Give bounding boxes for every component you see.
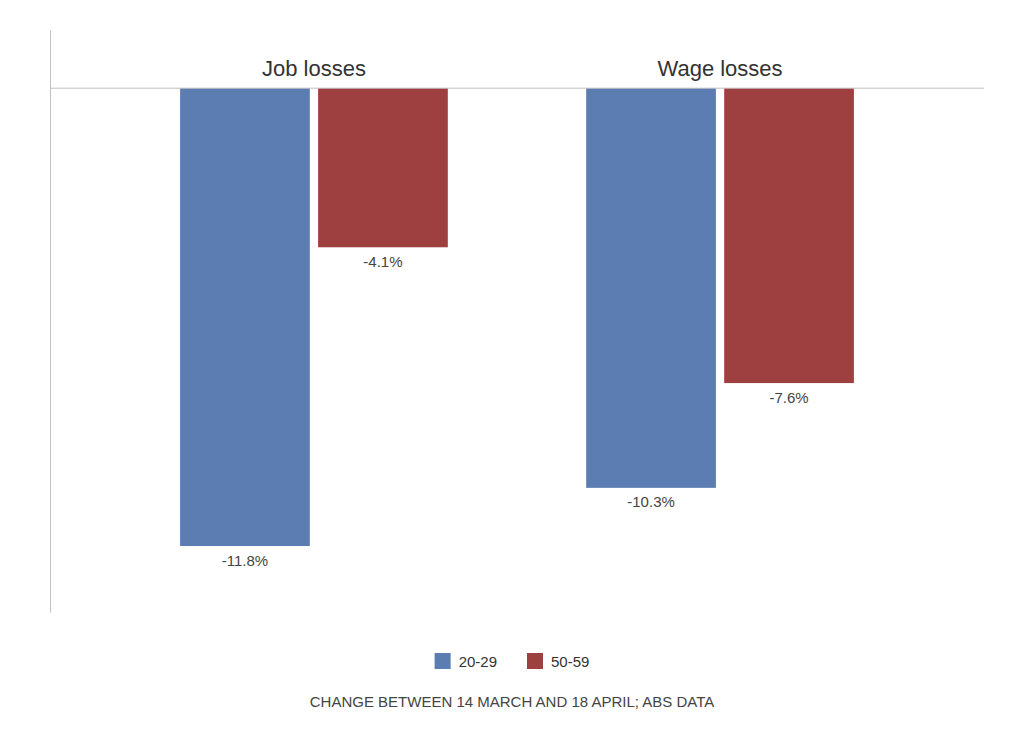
y-axis xyxy=(50,31,51,613)
legend-label: 50-59 xyxy=(551,653,589,670)
chart: -11.8% -10.3% -4.1% -7.6% Job losses Wage los… xyxy=(0,0,1024,742)
legend-swatch xyxy=(435,653,451,669)
legend-item: 50-59 xyxy=(527,653,589,670)
legend: 20-29 50-59 xyxy=(435,653,590,670)
legend-swatch xyxy=(527,653,543,669)
labels: -11.8% -10.3% -4.1% -7.6% Job losses Wage los… xyxy=(222,56,809,568)
bar xyxy=(180,88,310,546)
plot: -11.8% -10.3% -4.1% -7.6% Job losses Wage los… xyxy=(50,31,984,613)
y-axis-line xyxy=(50,31,51,613)
data-label: -7.6% xyxy=(769,389,808,406)
legend-item: 20-29 xyxy=(435,653,497,670)
bar xyxy=(318,88,448,247)
category-label: Wage losses xyxy=(657,56,782,81)
data-label: -11.8% xyxy=(222,552,268,569)
bar xyxy=(586,88,716,488)
zero-line xyxy=(50,88,984,89)
category-label: Job losses xyxy=(262,56,366,81)
subtitle: CHANGE BETWEEN 14 MARCH AND 18 APRIL; AB… xyxy=(310,693,715,710)
data-label: -10.3% xyxy=(627,493,675,510)
legend-label: 20-29 xyxy=(459,653,497,670)
data-label: -4.1% xyxy=(363,253,402,270)
bar xyxy=(724,88,854,383)
bars xyxy=(180,88,854,546)
